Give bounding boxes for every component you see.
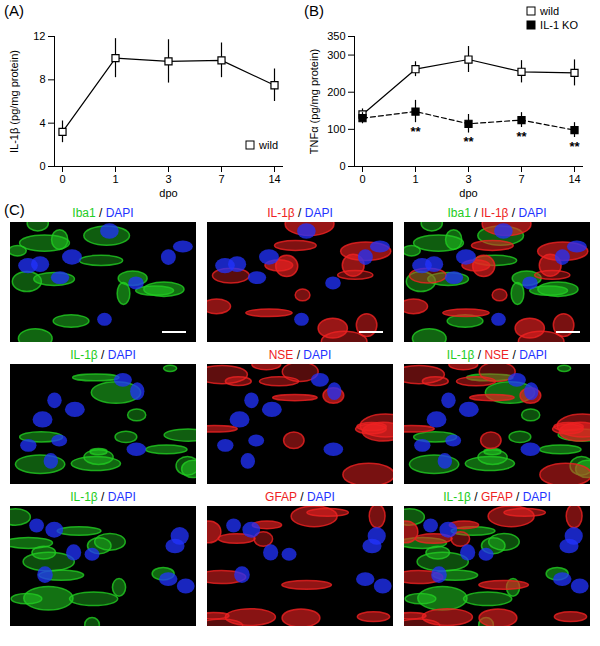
svg-text:GFAP / DAPI: GFAP / DAPI [265, 490, 335, 504]
svg-text:100: 100 [327, 123, 345, 135]
svg-text:IL-1β / DAPI: IL-1β / DAPI [267, 206, 333, 220]
svg-text:IL-1β / DAPI: IL-1β / DAPI [70, 490, 136, 504]
svg-text:dpo: dpo [159, 187, 177, 199]
svg-text:1: 1 [112, 173, 118, 185]
svg-text:14: 14 [568, 173, 580, 185]
svg-text:**: ** [410, 124, 421, 139]
svg-text:0: 0 [359, 173, 365, 185]
svg-text:7: 7 [218, 173, 224, 185]
svg-text:3: 3 [465, 173, 471, 185]
svg-text:**: ** [463, 134, 474, 149]
svg-text:0: 0 [39, 160, 45, 172]
svg-text:IL-1β / DAPI: IL-1β / DAPI [70, 348, 136, 362]
svg-text:4: 4 [39, 117, 45, 129]
svg-text:IL-1β / NSE / DAPI: IL-1β / NSE / DAPI [447, 348, 547, 362]
svg-text:3: 3 [165, 173, 171, 185]
svg-text:Iba1 / IL-1β / DAPI: Iba1 / IL-1β / DAPI [448, 206, 547, 220]
html-text:(A): (A) [4, 2, 24, 19]
html-text:wild: wild [259, 139, 278, 151]
svg-text:12: 12 [33, 30, 45, 42]
svg-text:0: 0 [339, 160, 345, 172]
html-text:IL-1 KO: IL-1 KO [540, 19, 578, 31]
svg-text:8: 8 [39, 73, 45, 85]
svg-text:**: ** [569, 139, 580, 154]
svg-text:1: 1 [412, 173, 418, 185]
svg-text:NSE / DAPI: NSE / DAPI [269, 348, 332, 362]
svg-text:7: 7 [518, 173, 524, 185]
svg-text:14: 14 [268, 173, 280, 185]
svg-text:IL-1β / GFAP / DAPI: IL-1β / GFAP / DAPI [443, 490, 550, 504]
svg-text:350: 350 [327, 30, 345, 42]
svg-text:200: 200 [327, 86, 345, 98]
svg-text:Iba1 / DAPI: Iba1 / DAPI [72, 206, 133, 220]
svg-text:dpo: dpo [459, 187, 477, 199]
svg-text:TNFα (pg/mg protein): TNFα (pg/mg protein) [308, 49, 320, 154]
html-text:(B): (B) [304, 2, 324, 19]
svg-text:0: 0 [59, 173, 65, 185]
svg-text:(C): (C) [4, 201, 25, 218]
html-text:wild: wild [540, 5, 559, 17]
svg-text:IL-1β (pg/mg protein): IL-1β (pg/mg protein) [8, 50, 20, 153]
svg-text:**: ** [516, 129, 527, 144]
svg-text:300: 300 [327, 49, 345, 61]
